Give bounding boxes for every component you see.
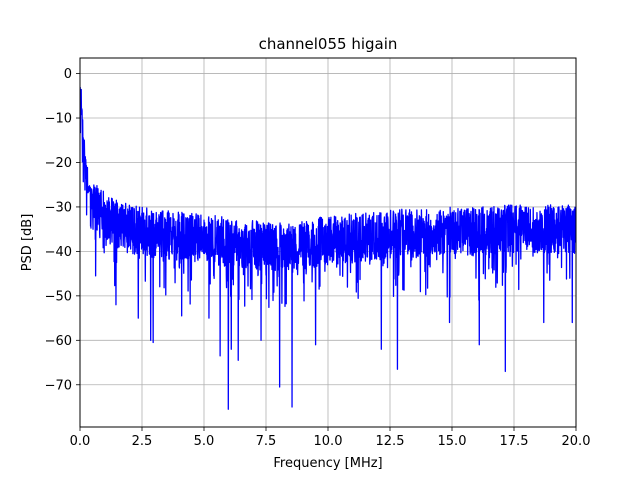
y-tick-label: −40 — [45, 245, 72, 260]
y-tick-label: −70 — [45, 378, 72, 393]
y-tick-label: −20 — [45, 156, 72, 171]
x-tick-label: 5.0 — [194, 434, 215, 449]
x-axis-label: Frequency [MHz] — [273, 456, 382, 471]
y-tick-label: −60 — [45, 334, 72, 349]
x-tick-label: 20.0 — [562, 434, 591, 449]
x-tick-label: 17.5 — [500, 434, 529, 449]
chart-title: channel055 higain — [259, 35, 398, 53]
series-line-psd — [80, 86, 576, 410]
y-tick-label: −30 — [45, 200, 72, 215]
x-tick-label: 15.0 — [438, 434, 467, 449]
y-axis-label: PSD [dB] — [20, 214, 35, 272]
x-tick-label: 7.5 — [256, 434, 277, 449]
x-axis-ticks: 0.0 2.5 5.0 7.5 10.0 12.5 15.0 17.5 20.0 — [70, 427, 591, 449]
y-tick-label: −50 — [45, 289, 72, 304]
y-tick-label: −10 — [45, 112, 72, 127]
x-tick-label: 2.5 — [132, 434, 153, 449]
x-tick-label: 10.0 — [314, 434, 343, 449]
y-tick-label: 0 — [64, 67, 72, 82]
x-tick-label: 0.0 — [70, 434, 91, 449]
x-tick-label: 12.5 — [376, 434, 405, 449]
y-axis-ticks: 0 −10 −20 −30 −40 −50 −60 −70 — [45, 67, 80, 393]
